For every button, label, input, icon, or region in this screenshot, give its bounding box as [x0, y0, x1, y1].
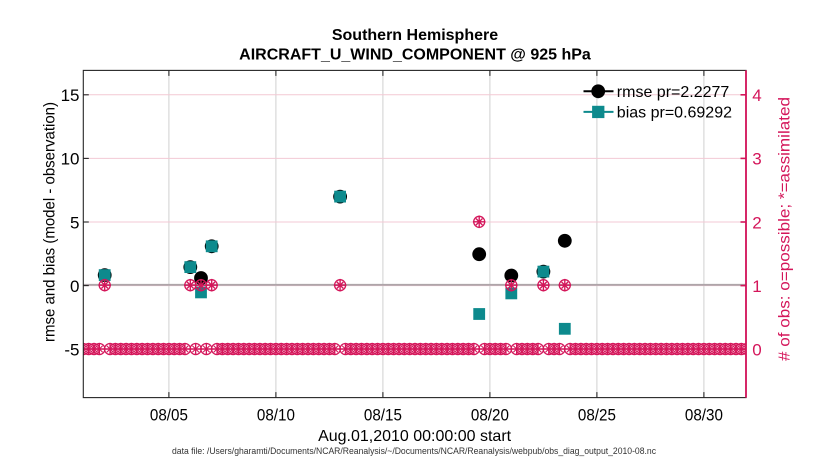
svg-text:3: 3 — [752, 150, 761, 169]
svg-text:# of obs: o=possible; *=assimi: # of obs: o=possible; *=assimilated — [777, 97, 794, 361]
svg-text:rmse pr=2.2277: rmse pr=2.2277 — [617, 84, 730, 101]
svg-text:Southern Hemisphere: Southern Hemisphere — [332, 27, 498, 44]
svg-text:1: 1 — [752, 277, 761, 296]
svg-text:10: 10 — [61, 150, 80, 169]
svg-text:4: 4 — [752, 86, 761, 105]
svg-text:15: 15 — [61, 86, 80, 105]
svg-text:08/05: 08/05 — [150, 406, 188, 425]
svg-text:08/15: 08/15 — [364, 406, 402, 425]
svg-text:08/30: 08/30 — [685, 406, 723, 425]
svg-text:0: 0 — [752, 341, 761, 360]
svg-text:data file: /Users/gharamti/Doc: data file: /Users/gharamti/Documents/NCA… — [172, 446, 656, 456]
svg-text:2: 2 — [752, 213, 761, 232]
svg-text:AIRCRAFT_U_WIND_COMPONENT @ 92: AIRCRAFT_U_WIND_COMPONENT @ 925 hPa — [239, 47, 591, 64]
svg-text:-5: -5 — [64, 341, 79, 360]
svg-text:Aug.01,2010 00:00:00 start: Aug.01,2010 00:00:00 start — [318, 428, 512, 445]
svg-text:rmse and bias (model - observa: rmse and bias (model - observation) — [42, 102, 59, 342]
svg-text:08/25: 08/25 — [578, 406, 616, 425]
svg-text:08/10: 08/10 — [257, 406, 295, 425]
svg-text:0: 0 — [70, 277, 79, 296]
svg-text:bias pr=0.69292: bias pr=0.69292 — [617, 105, 732, 122]
svg-text:08/20: 08/20 — [471, 406, 509, 425]
svg-text:5: 5 — [70, 213, 79, 232]
